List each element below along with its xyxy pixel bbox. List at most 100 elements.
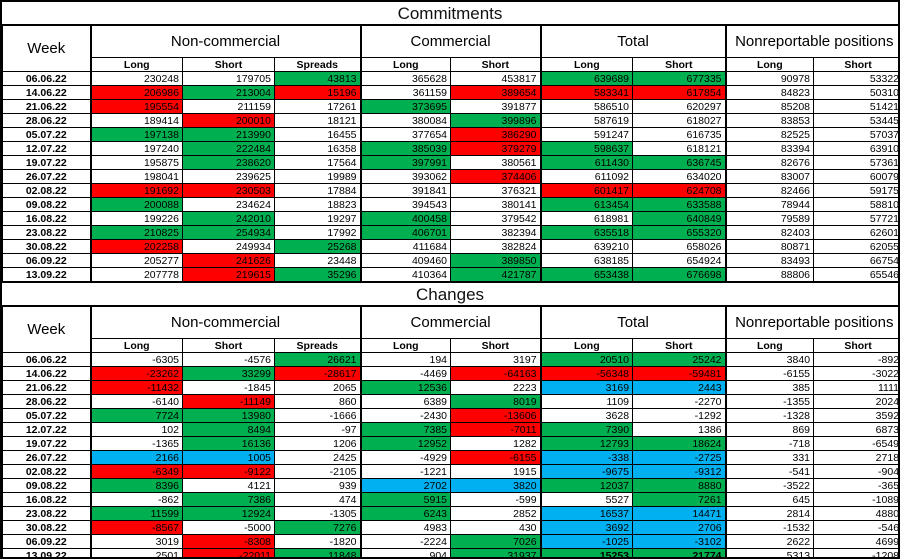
value-cell: 658026 — [632, 239, 727, 254]
subheader-t-short: Short — [632, 57, 727, 72]
value-cell: 391877 — [450, 99, 542, 114]
value-cell: -3022 — [813, 366, 898, 381]
week-cell: 26.07.22 — [2, 450, 92, 465]
value-cell: 618121 — [632, 141, 727, 156]
value-cell: 65546 — [813, 267, 898, 282]
value-cell: 15253 — [539, 548, 634, 557]
value-cell: 3840 — [724, 352, 815, 367]
value-cell: 205277 — [89, 253, 183, 268]
week-cell: 13.09.22 — [2, 267, 92, 282]
week-cell: 06.06.22 — [2, 352, 92, 367]
group-header-commercial: Commercial — [359, 25, 542, 58]
value-cell: 12536 — [359, 380, 452, 395]
value-cell: 7276 — [273, 520, 362, 535]
subheader-nr-short: Short — [813, 57, 898, 72]
value-cell: 361159 — [359, 85, 452, 100]
value-cell: 3628 — [539, 408, 634, 423]
week-cell: 05.07.22 — [2, 127, 92, 142]
value-cell: 14471 — [632, 506, 727, 521]
value-cell: 394543 — [359, 197, 452, 212]
value-cell: 213990 — [182, 127, 275, 142]
value-cell: -1820 — [273, 534, 362, 549]
value-cell: 2622 — [724, 534, 815, 549]
value-cell: 411684 — [359, 239, 452, 254]
value-cell: 88806 — [724, 267, 815, 282]
week-cell: 16.08.22 — [2, 492, 92, 507]
value-cell: 374406 — [450, 169, 542, 184]
subheader-nr-short: Short — [813, 338, 898, 353]
value-cell: 860 — [273, 394, 362, 409]
value-cell: 2706 — [632, 520, 727, 535]
value-cell: -1089 — [813, 492, 898, 507]
table-row: 21.06.22 195554 211159 17261 373695 391877 586… — [2, 99, 898, 114]
value-cell: 53322 — [813, 71, 898, 86]
value-cell: 7724 — [89, 408, 183, 423]
value-cell: -11149 — [182, 394, 275, 409]
value-cell: 382394 — [450, 225, 542, 240]
subheader-nr-long: Long — [724, 338, 815, 353]
value-cell: -6305 — [89, 352, 183, 367]
value-cell: 15196 — [273, 85, 362, 100]
value-cell: 102 — [89, 422, 183, 437]
value-cell: 869 — [724, 422, 815, 437]
value-cell: 5915 — [359, 492, 452, 507]
value-cell: -1365 — [89, 436, 183, 451]
value-cell: 397991 — [359, 155, 452, 170]
value-cell: 198041 — [89, 169, 183, 184]
value-cell: -1221 — [359, 464, 452, 479]
value-cell: 365628 — [359, 71, 452, 86]
value-cell: 638185 — [539, 253, 634, 268]
group-header-total: Total — [539, 306, 727, 339]
value-cell: 389654 — [450, 85, 542, 100]
value-cell: -97 — [273, 422, 362, 437]
week-cell: 14.06.22 — [2, 366, 92, 381]
value-cell: 211159 — [182, 99, 275, 114]
value-cell: 633588 — [632, 197, 727, 212]
value-cell: -1355 — [724, 394, 815, 409]
value-cell: -862 — [89, 492, 183, 507]
value-cell: 238620 — [182, 155, 275, 170]
value-cell: 13980 — [182, 408, 275, 423]
value-cell: 62055 — [813, 239, 898, 254]
value-cell: -2725 — [632, 450, 727, 465]
value-cell: 618027 — [632, 113, 727, 128]
table-row: 28.06.22 -6140 -11149 860 6389 8019 1109 -2270-… — [2, 394, 898, 409]
value-cell: 82525 — [724, 127, 815, 142]
week-cell: 28.06.22 — [2, 394, 92, 409]
group-header-nonreportable: Nonreportable positions — [724, 306, 898, 339]
value-cell: 191692 — [89, 183, 183, 198]
value-cell: 7386 — [182, 492, 275, 507]
value-cell: -7011 — [450, 422, 542, 437]
value-cell: 83394 — [724, 141, 815, 156]
value-cell: 2065 — [273, 380, 362, 395]
value-cell: 206986 — [89, 85, 183, 100]
value-cell: 8019 — [450, 394, 542, 409]
value-cell: 4983 — [359, 520, 452, 535]
value-cell: 6389 — [359, 394, 452, 409]
value-cell: -1208 — [813, 548, 898, 557]
group-header-noncommercial: Non-commercial — [89, 25, 362, 58]
value-cell: 82676 — [724, 155, 815, 170]
value-cell: 598637 — [539, 141, 634, 156]
value-cell: 1206 — [273, 436, 362, 451]
value-cell: 639689 — [539, 71, 634, 86]
value-cell: 62601 — [813, 225, 898, 240]
value-cell: -2105 — [273, 464, 362, 479]
value-cell: 12793 — [539, 436, 634, 451]
table-row: 06.06.22 -6305 -4576 26621 194 3197 20510 25242… — [2, 352, 898, 367]
value-cell: 3820 — [450, 478, 542, 493]
value-cell: -6140 — [89, 394, 183, 409]
value-cell: 640849 — [632, 211, 727, 226]
value-cell: 591247 — [539, 127, 634, 142]
week-cell: 13.09.22 — [2, 548, 92, 557]
value-cell: 421787 — [450, 267, 542, 282]
value-cell: 213004 — [182, 85, 275, 100]
value-cell: -2430 — [359, 408, 452, 423]
value-cell: 58810 — [813, 197, 898, 212]
value-cell: 6873 — [813, 422, 898, 437]
value-cell: -13606 — [450, 408, 542, 423]
value-cell: 389850 — [450, 253, 542, 268]
value-cell: -5000 — [182, 520, 275, 535]
value-cell: 676698 — [632, 267, 727, 282]
value-cell: 230248 — [89, 71, 183, 86]
